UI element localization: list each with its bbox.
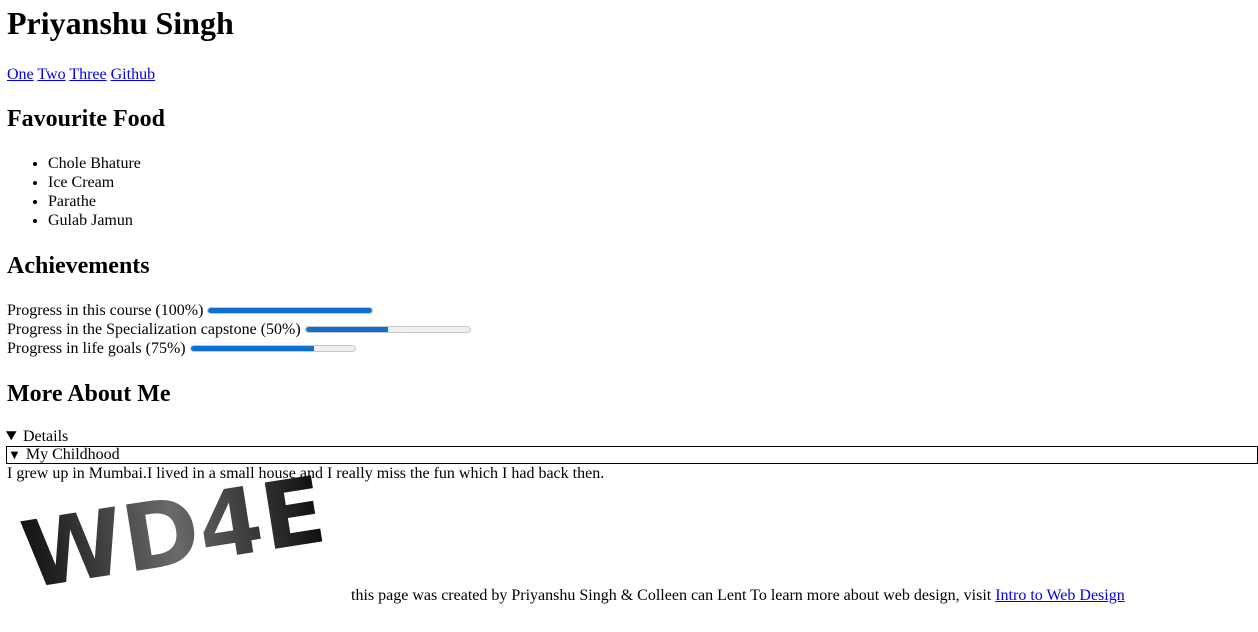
nav-link-one[interactable]: One xyxy=(7,66,34,83)
progress-row: Progress in the Specialization capstone … xyxy=(7,320,471,339)
triangle-down-icon: ▼ xyxy=(8,447,21,462)
nav-link-github[interactable]: Github xyxy=(110,66,156,83)
intro-web-design-link[interactable]: Intro to Web Design xyxy=(995,587,1125,604)
footer-text: this page was created by Priyanshu Singh… xyxy=(351,587,996,604)
progress-label: Progress in this course (100%) xyxy=(7,302,204,319)
page-title: Priyanshu Singh xyxy=(7,5,234,41)
food-heading: Favourite Food xyxy=(7,106,165,132)
childhood-summary[interactable]: ▼ My Childhood xyxy=(6,446,1258,464)
progress-label: Progress in life goals (75%) xyxy=(7,340,186,357)
childhood-details: ▼ My Childhood I grew up in Mumbai.I liv… xyxy=(6,428,1258,483)
wd4e-logo: WD4E xyxy=(20,468,332,603)
progress-bar xyxy=(304,326,471,333)
list-item: Gulab Jamun xyxy=(48,211,141,230)
list-item: Ice Cream xyxy=(48,173,141,192)
nav-link-three[interactable]: Three xyxy=(69,66,107,83)
progress-fill xyxy=(190,346,314,351)
progress-row: Progress in life goals (75%) xyxy=(7,339,471,358)
nav-bar: One Two Three Github xyxy=(7,66,155,84)
progress-fill xyxy=(305,327,388,332)
progress-list: Progress in this course (100%) Progress … xyxy=(7,301,471,358)
logo-text: WD4E xyxy=(20,468,332,603)
progress-row: Progress in this course (100%) xyxy=(7,301,471,320)
list-item: Parathe xyxy=(48,192,141,211)
footer: this page was created by Priyanshu Singh… xyxy=(351,586,1125,605)
progress-fill xyxy=(208,308,373,313)
progress-bar xyxy=(207,307,374,314)
nav-link-two[interactable]: Two xyxy=(37,66,66,83)
food-list: Chole Bhature Ice Cream Parathe Gulab Ja… xyxy=(7,154,141,230)
progress-bar xyxy=(189,345,356,352)
childhood-text: I grew up in Mumbai.I lived in a small h… xyxy=(7,465,605,482)
list-item: Chole Bhature xyxy=(48,154,141,173)
more-about-me-heading: More About Me xyxy=(7,381,171,407)
summary-label: My Childhood xyxy=(25,446,120,463)
progress-label: Progress in the Specialization capstone … xyxy=(7,321,301,338)
achievements-heading: Achievements xyxy=(7,253,150,279)
